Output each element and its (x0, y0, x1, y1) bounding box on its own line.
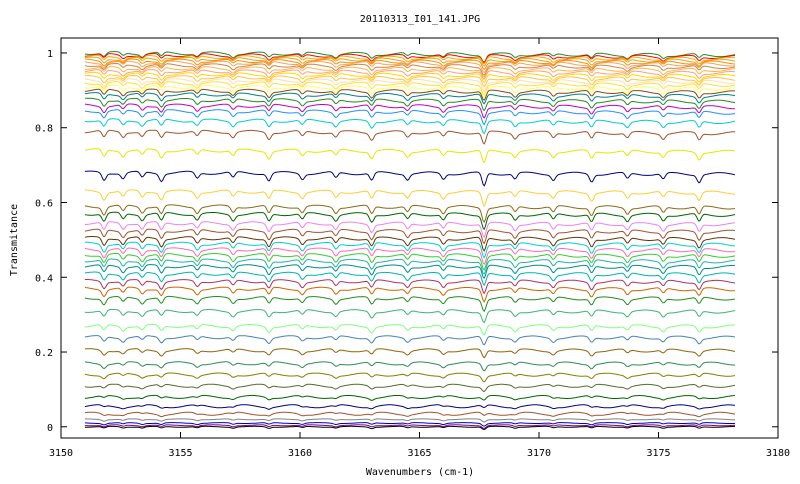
x-tick-label: 3165 (407, 448, 431, 459)
y-tick-label: 0.6 (35, 198, 53, 209)
x-tick-label: 3160 (288, 448, 312, 459)
y-axis-label: Transmitance (9, 204, 20, 276)
x-axis: 3150 3155 3160 3165 3170 3175 3180 (49, 38, 790, 459)
chart-title: 20110313_I01_141.JPG (360, 14, 480, 25)
series-line (84, 323, 735, 336)
y-tick-label: 0.4 (35, 273, 53, 284)
series-line (84, 425, 735, 431)
series-line (84, 103, 735, 119)
series-line (84, 286, 736, 303)
series-line (84, 383, 736, 393)
series-line (84, 361, 735, 372)
series-line (84, 170, 736, 187)
series-line (84, 74, 736, 88)
series-line (84, 78, 736, 92)
series-layer (84, 51, 736, 431)
x-tick-label: 3170 (527, 448, 551, 459)
series-line (84, 258, 736, 275)
x-tick-label: 3155 (168, 448, 192, 459)
series-line (84, 241, 736, 259)
x-axis-label: Wavenumbers (cm-1) (366, 467, 474, 478)
series-line (84, 221, 736, 239)
y-tick-label: 0.8 (35, 124, 53, 135)
y-tick-label: 0.2 (35, 348, 53, 359)
series-line (84, 418, 735, 423)
series-line (84, 252, 736, 271)
series-line (84, 92, 736, 105)
y-tick-label: 1 (47, 49, 53, 60)
series-line (84, 247, 736, 266)
series-line (84, 236, 736, 252)
series-line (84, 54, 736, 65)
series-line (84, 271, 736, 287)
series-line (84, 204, 736, 224)
x-tick-label: 3150 (49, 448, 73, 459)
y-tick-label: 0 (47, 423, 53, 434)
series-line (84, 118, 736, 135)
series-line (84, 211, 736, 231)
series-line (84, 69, 736, 80)
series-line (84, 129, 736, 145)
series-line (84, 62, 736, 76)
series-line (84, 424, 736, 429)
series-line (84, 60, 736, 74)
series-line (84, 228, 736, 245)
series-line (84, 148, 736, 164)
x-tick-label: 3180 (766, 448, 790, 459)
series-line (84, 422, 736, 427)
series-line (84, 348, 736, 359)
x-tick-label: 3175 (646, 448, 670, 459)
series-line (84, 404, 736, 410)
series-line (84, 97, 736, 112)
series-line (84, 84, 736, 99)
series-line (84, 71, 736, 84)
series-line (84, 279, 736, 295)
series-line (84, 335, 736, 346)
series-line (84, 264, 735, 280)
y-axis: 0 0.2 0.4 0.6 0.8 1 (35, 49, 778, 434)
series-line (84, 411, 736, 418)
series-line (84, 189, 736, 208)
series-line (84, 56, 736, 67)
series-line (84, 308, 736, 324)
series-line (84, 394, 735, 401)
series-line (84, 109, 736, 126)
series-line (84, 88, 735, 101)
series-line (84, 66, 736, 78)
series-line (84, 81, 736, 96)
series-line (84, 295, 736, 313)
series-line (84, 372, 736, 383)
